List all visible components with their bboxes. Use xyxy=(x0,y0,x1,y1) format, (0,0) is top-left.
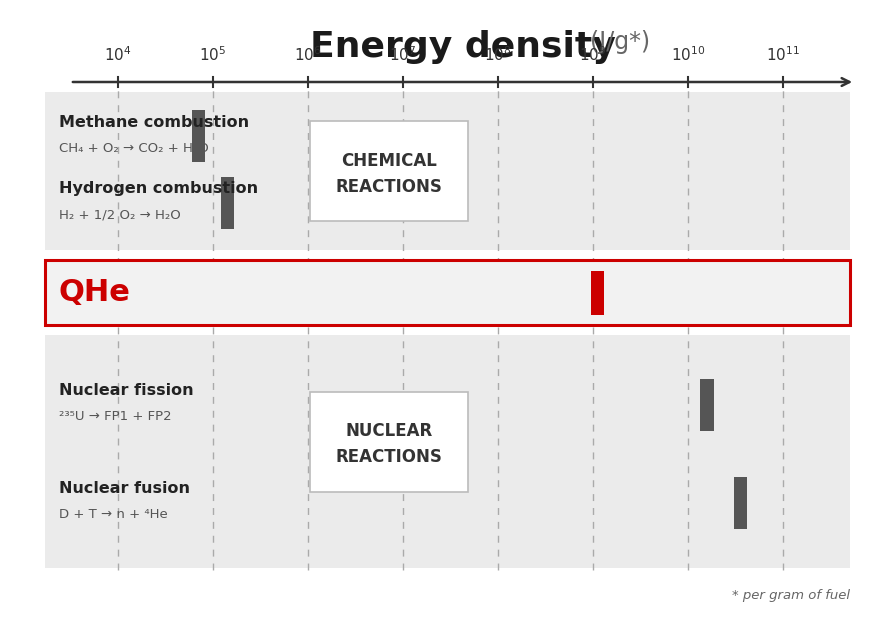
Text: $10^{9}$: $10^{9}$ xyxy=(579,45,606,64)
Text: REACTIONS: REACTIONS xyxy=(335,178,441,196)
Text: (J/g*): (J/g*) xyxy=(589,30,649,54)
Text: $10^{4}$: $10^{4}$ xyxy=(104,45,132,64)
Text: D + T → n + ⁴He: D + T → n + ⁴He xyxy=(59,508,168,521)
Bar xyxy=(700,379,713,431)
Text: $10^{5}$: $10^{5}$ xyxy=(199,45,227,64)
Bar xyxy=(45,335,849,568)
Text: $10^{10}$: $10^{10}$ xyxy=(670,45,705,64)
Text: REACTIONS: REACTIONS xyxy=(335,449,441,467)
Text: CH₄ + O₂ → CO₂ + H₂O: CH₄ + O₂ → CO₂ + H₂O xyxy=(59,141,209,155)
Text: Hydrogen combustion: Hydrogen combustion xyxy=(59,181,258,196)
Bar xyxy=(45,92,849,250)
Bar xyxy=(192,110,205,162)
Bar xyxy=(733,477,746,529)
Text: Energy density: Energy density xyxy=(309,30,615,64)
Text: $10^{7}$: $10^{7}$ xyxy=(388,45,416,64)
Text: CHEMICAL: CHEMICAL xyxy=(341,152,436,170)
Bar xyxy=(221,177,234,228)
Bar xyxy=(45,260,849,325)
Text: $10^{8}$: $10^{8}$ xyxy=(484,45,511,64)
Bar xyxy=(309,392,467,492)
Text: $10^{11}$: $10^{11}$ xyxy=(765,45,799,64)
Bar xyxy=(309,121,467,221)
Text: Nuclear fission: Nuclear fission xyxy=(59,383,194,398)
Text: $10^{6}$: $10^{6}$ xyxy=(294,45,322,64)
Text: NUCLEAR: NUCLEAR xyxy=(345,422,432,440)
Bar xyxy=(590,271,604,314)
Text: Nuclear fusion: Nuclear fusion xyxy=(59,481,189,496)
Text: Methane combustion: Methane combustion xyxy=(59,115,249,130)
Text: ²³⁵U → FP1 + FP2: ²³⁵U → FP1 + FP2 xyxy=(59,410,171,424)
Text: QHe: QHe xyxy=(59,278,130,307)
Text: H₂ + 1/2 O₂ → H₂O: H₂ + 1/2 O₂ → H₂O xyxy=(59,208,181,221)
Text: * per gram of fuel: * per gram of fuel xyxy=(731,589,849,602)
